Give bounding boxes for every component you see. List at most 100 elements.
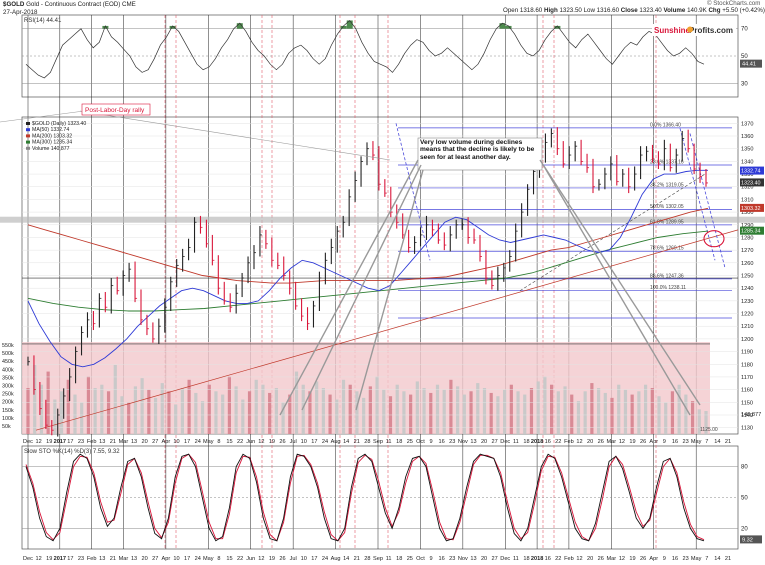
volume-bar — [550, 384, 554, 434]
exchange-label: CME — [122, 1, 136, 8]
volume-bar — [576, 401, 581, 434]
price-badge-label: 1303.32 — [741, 206, 761, 212]
x-tick-label-mid: 27 — [492, 439, 498, 445]
fib-label: 88.6% 1247.36 — [650, 273, 684, 279]
volume-bar — [73, 394, 77, 434]
price-tick-label: 1270 — [741, 248, 753, 254]
x-tick-label: 13 — [470, 556, 476, 562]
stoch-panel: 80 50 20 9.32 — [22, 453, 762, 544]
x-tick-label-mid: 28 — [364, 439, 370, 445]
volume-bar — [637, 391, 641, 434]
x-tick-label-mid: 17 — [311, 439, 317, 445]
x-tick-label-mid: 16 — [545, 439, 551, 445]
x-tick-label-mid: 27 — [152, 439, 158, 445]
x-tick-label-mid: Mar — [119, 439, 129, 445]
volume-bar — [241, 399, 245, 434]
volume-bar — [630, 394, 634, 434]
volume-bar — [321, 388, 325, 434]
volume-bar — [234, 386, 238, 434]
volume-bar — [503, 389, 507, 434]
price-tick-label: 1280 — [741, 235, 753, 241]
x-tick-label-mid: 10 — [173, 439, 179, 445]
volume-bar — [617, 384, 621, 434]
x-tick-label: Dec — [500, 556, 510, 562]
target-circle — [703, 230, 725, 248]
volume-badge: 140,877 — [741, 412, 761, 418]
rsi-current-label: 44.41 — [742, 62, 756, 68]
legend-swatch — [26, 122, 30, 125]
price-tick-label: 1310 — [741, 197, 753, 203]
volume-bar — [429, 392, 433, 434]
volume-tick-label: 350k — [2, 375, 14, 381]
legend-swatch — [26, 140, 30, 144]
legend-entry: Volume 140,877 — [32, 146, 70, 152]
x-tick-label-mid: 23 — [78, 439, 84, 445]
stoch-tick-label: 20 — [741, 526, 748, 532]
x-tick-label: 9 — [429, 556, 432, 562]
volume-bar — [227, 376, 231, 434]
x-tick-label-mid: 21 — [110, 439, 116, 445]
rsi-overbought-fill — [554, 25, 561, 29]
volume-bar — [375, 376, 379, 434]
x-tick-label: 9 — [663, 556, 666, 562]
price-badge-label: 1285.34 — [741, 229, 761, 235]
x-tick-label: 19 — [269, 556, 275, 562]
x-tick-label: 24 — [195, 556, 201, 562]
x-tick-label-mid: Jul — [290, 439, 297, 445]
x-tick-label: 11 — [386, 556, 392, 562]
volume-tick-label: 200k — [2, 400, 14, 406]
volume-bar — [590, 383, 594, 434]
volume-bar — [133, 386, 138, 434]
chart-date: 27-Apr-2018 — [3, 9, 38, 16]
volume-bar — [80, 402, 84, 434]
volume-bar — [469, 391, 473, 434]
volume-bar — [221, 394, 225, 434]
x-tick-label-mid: 21 — [354, 439, 360, 445]
x-tick-label: Mar — [119, 556, 129, 562]
x-tick-label-mid: 24 — [195, 439, 201, 445]
rising-support-line — [519, 173, 706, 291]
x-tick-label: 19 — [629, 556, 635, 562]
x-tick-label-mid: 17 — [184, 439, 190, 445]
stoch-tick-label: 80 — [741, 465, 748, 471]
x-tick-label: 22 — [555, 556, 561, 562]
volume-bar — [100, 384, 104, 434]
price-tick-label: 1200 — [741, 337, 753, 343]
decline-channel-line — [679, 128, 716, 261]
volume-bar — [301, 384, 305, 434]
volume-bar — [294, 371, 299, 434]
volume-bar — [422, 388, 426, 434]
legend-swatch — [26, 134, 30, 138]
x-tick-label: 18 — [523, 556, 529, 562]
bottom-value-label: 1125.00 — [700, 427, 718, 433]
x-tick-label-mid: Apr — [649, 439, 658, 445]
volume-bar — [456, 386, 460, 434]
stoch-current-badge — [740, 535, 762, 544]
x-tick-label: 10 — [301, 556, 307, 562]
x-tick-label-mid: 16 — [672, 439, 678, 445]
volume-bar — [214, 391, 218, 434]
x-tick-label: 23 — [449, 556, 455, 562]
rsi-overbought-fill — [236, 23, 243, 29]
rsi-overbought-fill — [102, 25, 109, 29]
x-tick-label-mid: 12 — [35, 439, 41, 445]
x-tick-label-mid: Dec — [23, 439, 33, 445]
x-tick-label-mid: 20 — [587, 439, 593, 445]
volume-tick-label: 550k — [2, 343, 14, 349]
volume-note-callout: Very low volume during declines means th… — [279, 137, 701, 416]
note-pointer-5 — [544, 167, 691, 416]
rsi-overbought-fill — [499, 23, 506, 29]
price-tick-label: 1290 — [741, 223, 753, 229]
volume-bar — [435, 384, 440, 434]
volume-bar — [570, 394, 574, 434]
volume-bar — [274, 388, 278, 434]
x-tick-label: 12 — [619, 556, 625, 562]
x-tick-label: 10 — [173, 556, 179, 562]
x-tick-label: Nov — [458, 556, 468, 562]
volume-bar — [180, 388, 184, 434]
x-tick-label-mid: 16 — [439, 439, 445, 445]
x-tick-label: 8 — [217, 556, 220, 562]
x-tick-label-mid: 12 — [258, 439, 264, 445]
